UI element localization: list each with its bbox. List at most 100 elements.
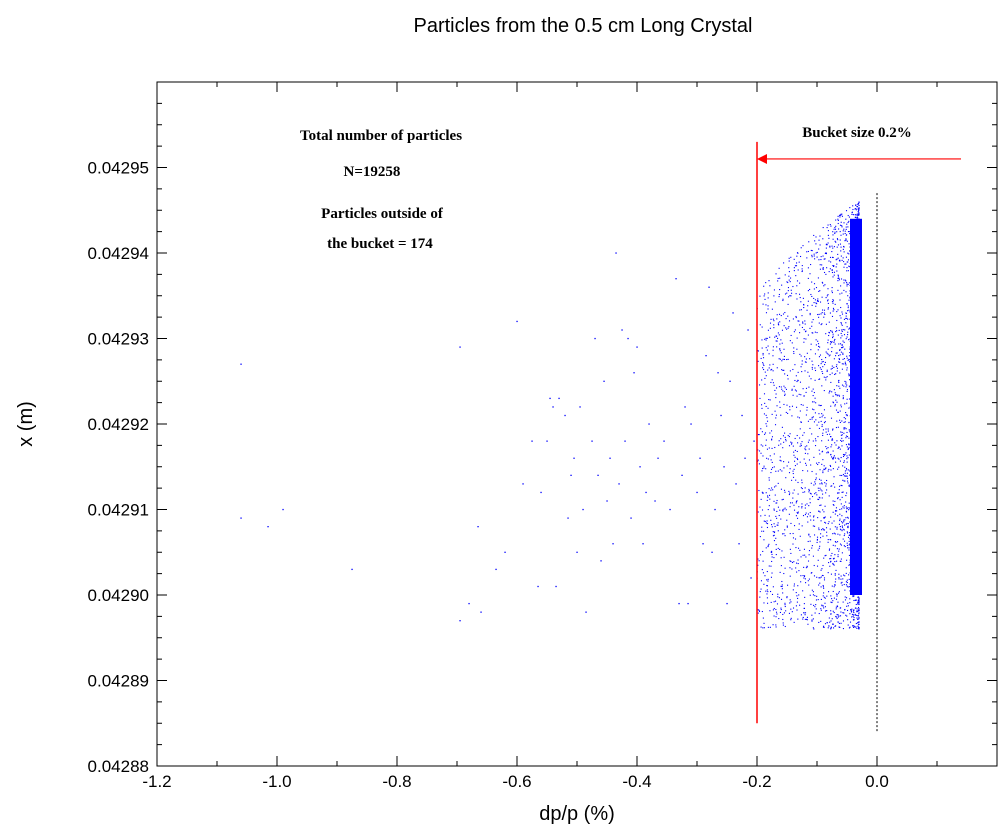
cluster-point	[842, 329, 844, 331]
cluster-point	[847, 605, 849, 607]
cluster-point	[801, 270, 803, 272]
cluster-point	[848, 265, 850, 267]
cluster-point	[807, 250, 809, 253]
cluster-point	[840, 558, 842, 560]
cluster-point	[835, 606, 837, 608]
cluster-point	[821, 385, 823, 387]
cluster-point	[846, 615, 848, 617]
cluster-point	[823, 626, 825, 629]
cluster-point	[828, 237, 830, 239]
cluster-point	[834, 581, 836, 583]
cluster-point	[804, 507, 806, 509]
cluster-point	[789, 492, 791, 494]
cluster-point	[841, 431, 843, 433]
cluster-point	[828, 331, 830, 333]
cluster-point	[787, 412, 789, 414]
cluster-point	[775, 502, 777, 504]
cluster-point	[785, 477, 787, 479]
cluster-point	[786, 597, 788, 599]
cluster-point	[849, 296, 851, 298]
cluster-point	[838, 277, 840, 279]
cluster-point	[819, 577, 821, 579]
cluster-point	[783, 572, 785, 575]
cluster-point	[839, 354, 841, 356]
cluster-point	[790, 295, 792, 297]
cluster-point	[826, 376, 828, 378]
cluster-point	[819, 469, 821, 471]
cluster-point	[805, 391, 807, 393]
cluster-point	[857, 602, 859, 604]
cluster-point	[848, 398, 851, 400]
cluster-point	[824, 521, 826, 523]
cluster-point	[846, 477, 849, 479]
data-point	[597, 474, 599, 476]
cluster-point	[827, 224, 829, 226]
cluster-point	[839, 315, 841, 317]
cluster-point	[795, 375, 797, 377]
data-point	[582, 508, 584, 511]
cluster-point	[827, 451, 829, 453]
cluster-point	[838, 385, 840, 387]
cluster-point	[847, 295, 849, 297]
data-point	[642, 543, 644, 545]
cluster-point	[791, 611, 793, 613]
cluster-point	[827, 439, 829, 441]
cluster-point	[822, 366, 824, 368]
cluster-point	[841, 584, 843, 586]
y-tick-label: 0.04292	[88, 415, 149, 434]
cluster-point	[792, 537, 795, 539]
cluster-point	[819, 346, 821, 348]
cluster-point	[821, 323, 823, 325]
cluster-point	[830, 261, 832, 263]
cluster-point	[793, 585, 795, 587]
cluster-point	[772, 349, 774, 351]
cluster-point	[764, 520, 766, 523]
cluster-point	[793, 468, 795, 470]
cluster-point	[792, 492, 794, 494]
cluster-point	[767, 626, 769, 628]
cluster-point	[835, 426, 838, 429]
cluster-point	[779, 548, 781, 551]
cluster-point	[839, 513, 841, 515]
cluster-point	[825, 446, 827, 448]
cluster-point	[799, 549, 801, 551]
cluster-point	[852, 595, 854, 598]
cluster-point	[780, 315, 782, 317]
cluster-point	[815, 402, 817, 404]
cluster-point	[794, 538, 797, 540]
cluster-point	[838, 358, 840, 360]
cluster-point	[829, 390, 831, 393]
cluster-point	[840, 582, 842, 584]
cluster-point	[829, 528, 831, 530]
cluster-point	[780, 608, 782, 611]
cluster-point	[759, 596, 761, 598]
cluster-point	[759, 397, 761, 399]
cluster-point	[757, 564, 759, 566]
cluster-point	[811, 332, 813, 334]
cluster-point	[855, 599, 857, 601]
cluster-point	[839, 372, 841, 374]
cluster-point	[847, 331, 849, 333]
cluster-point	[856, 608, 858, 610]
cluster-point	[788, 279, 790, 281]
cluster-point	[846, 355, 848, 357]
cluster-point	[818, 378, 820, 380]
cluster-point	[808, 550, 811, 552]
x-tick-label: -0.6	[502, 772, 531, 791]
cluster-point	[832, 544, 834, 546]
cluster-point	[846, 542, 848, 544]
cluster-point	[845, 364, 847, 366]
cluster-point	[842, 397, 844, 399]
cluster-point	[836, 440, 838, 442]
data-point	[633, 372, 635, 374]
cluster-point	[790, 560, 792, 563]
data-point	[663, 440, 665, 442]
cluster-point	[797, 252, 799, 254]
cluster-point	[786, 526, 788, 528]
cluster-point	[827, 591, 830, 593]
cluster-point	[822, 267, 824, 269]
cluster-point	[777, 280, 779, 282]
cluster-point	[827, 353, 829, 355]
cluster-point	[813, 409, 815, 411]
cluster-point	[849, 348, 851, 350]
